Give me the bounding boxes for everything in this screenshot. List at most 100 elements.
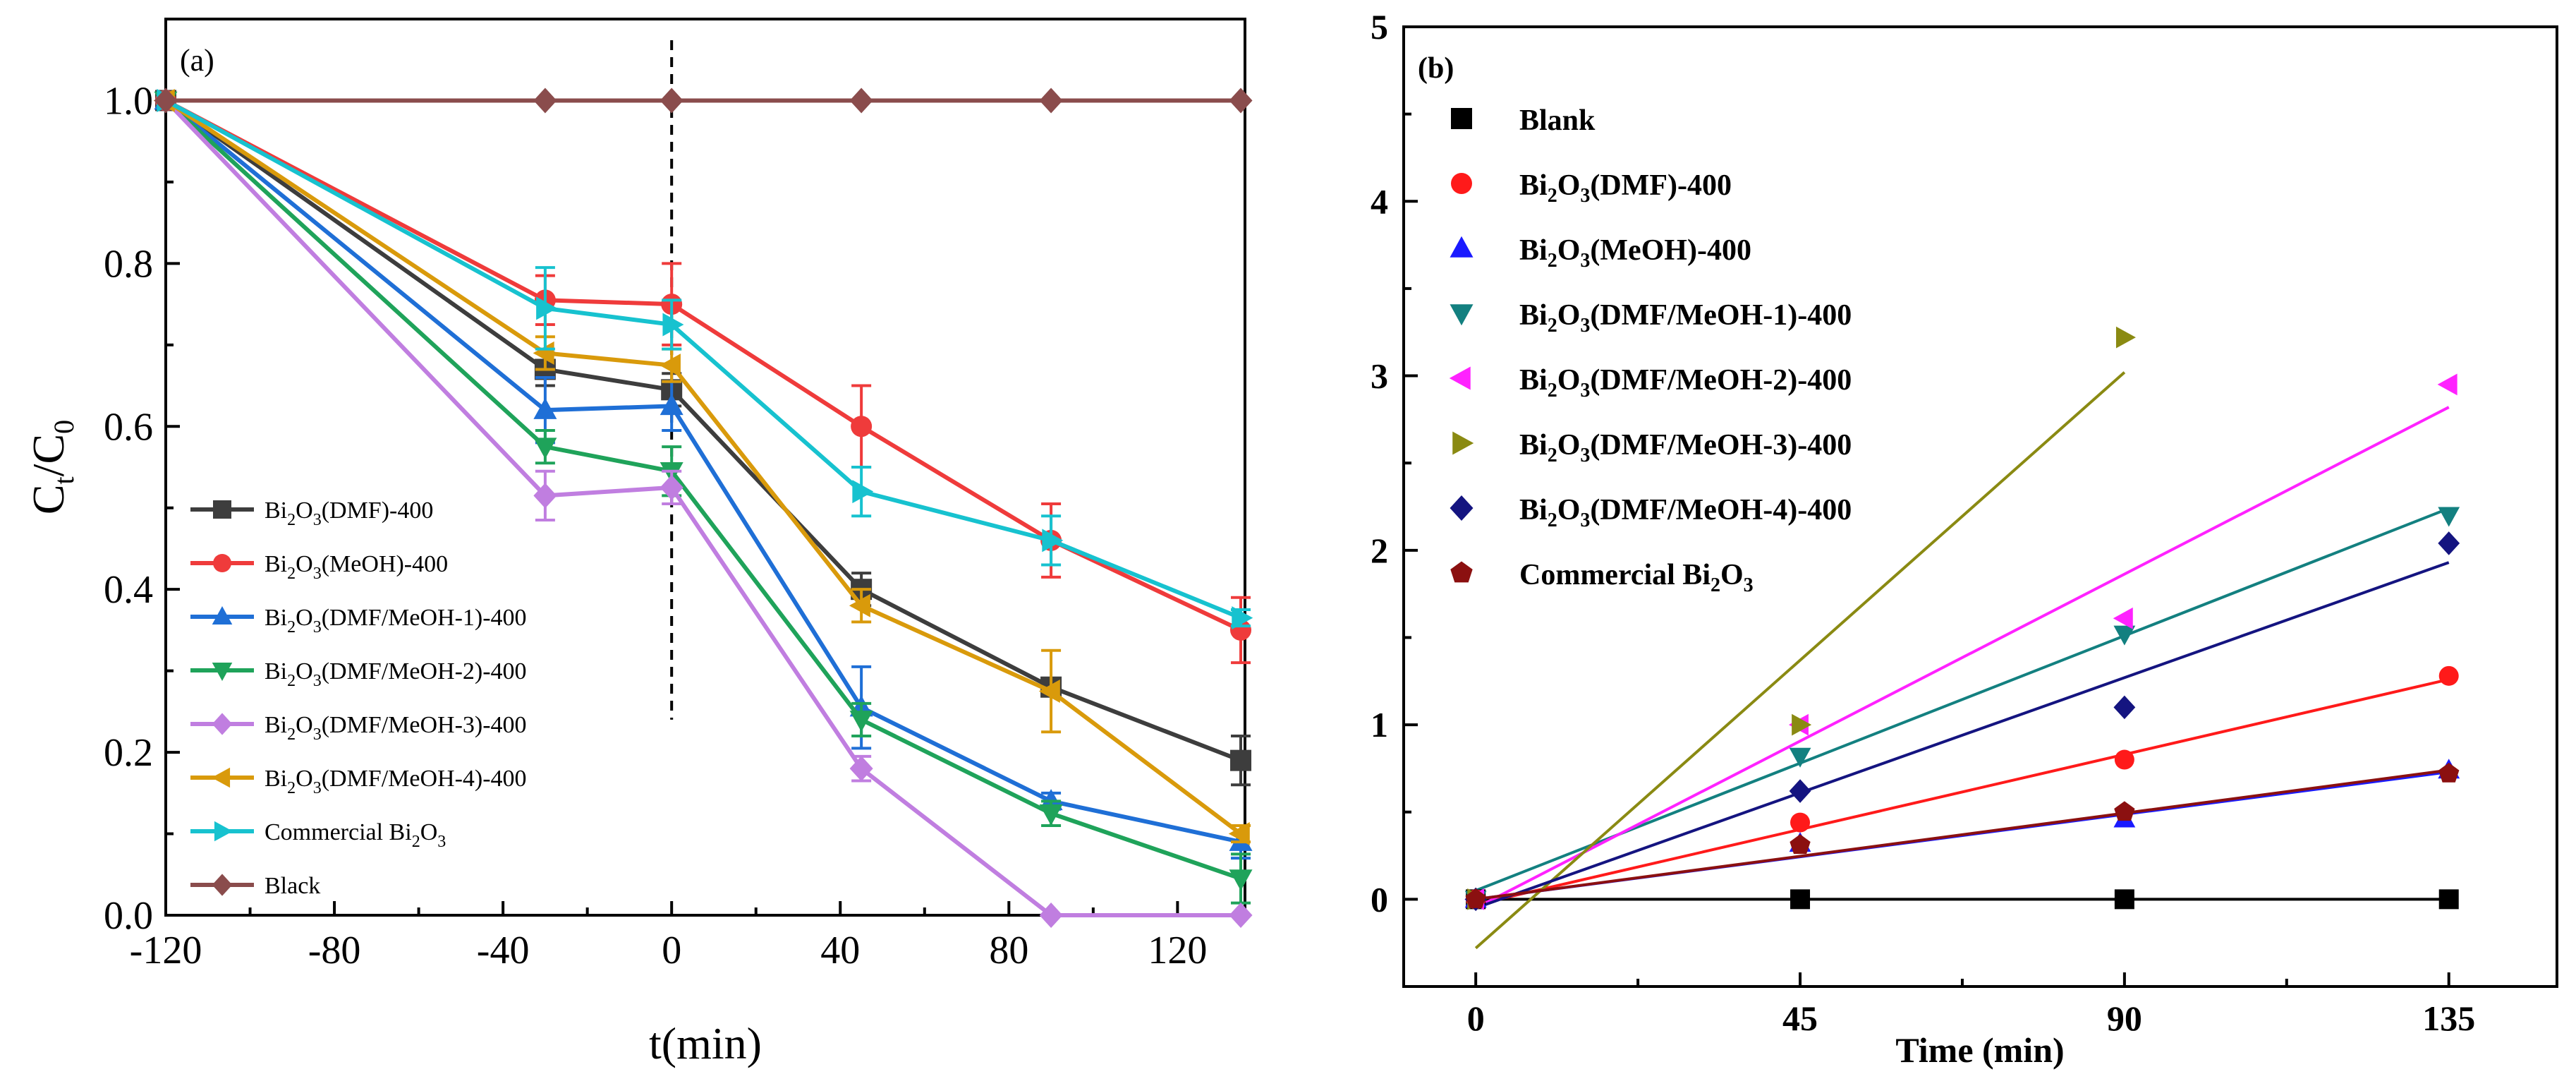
- b-legend-entry: Bi2O3(DMF/MeOH-4)-400: [1450, 494, 1852, 531]
- b-data-point: [2113, 625, 2136, 646]
- b-legend-marker: [1451, 108, 1472, 129]
- a-legend-label: Bi2O3(MeOH)-400: [265, 551, 448, 583]
- b-series-0: [1466, 889, 2459, 910]
- a-legend-entry: Bi2O3(DMF/MeOH-2)-400: [190, 658, 527, 690]
- a-data-point: [849, 711, 873, 732]
- a-data-point: [849, 593, 870, 617]
- b-legend-marker: [1451, 173, 1472, 194]
- b-data-point: [2438, 665, 2459, 686]
- a-data-point: [533, 397, 557, 419]
- a-data-point: [1039, 903, 1063, 928]
- panel-b-x-axis-title: Time (min): [1895, 1030, 2064, 1070]
- a-series-line: [164, 99, 1241, 881]
- b-legend-entry: Bi2O3(MeOH)-400: [1450, 234, 1751, 272]
- a-series-line: [164, 98, 1242, 620]
- a-series-7: [154, 88, 1253, 114]
- b-fit-line-7: [1475, 768, 2449, 901]
- a-data-point: [851, 416, 873, 438]
- a-data-point: [659, 354, 681, 378]
- a-xtick-label: -80: [308, 929, 361, 972]
- b-data-point: [2115, 326, 2136, 349]
- b-legend-entry: Bi2O3(DMF/MeOH-3)-400: [1452, 429, 1852, 466]
- b-legend-label: Commercial Bi2O3: [1519, 559, 1754, 596]
- b-series-7: [1465, 762, 2460, 908]
- a-data-point: [1039, 804, 1063, 826]
- b-fit-line-1: [1475, 677, 2450, 906]
- b-legend-marker: [1450, 236, 1474, 258]
- a-legend-entry: Black: [190, 873, 320, 899]
- b-legend-label: Bi2O3(DMF/MeOH-3)-400: [1519, 429, 1852, 466]
- a-data-point: [1229, 869, 1253, 891]
- a-data-point: [660, 88, 684, 114]
- b-data-point: [2114, 749, 2134, 770]
- b-data-point: [2114, 801, 2135, 821]
- a-data-point: [660, 474, 684, 500]
- panel-a-plot-frame: [164, 18, 1246, 917]
- b-fit-line-5: [1474, 371, 2126, 950]
- a-data-point: [852, 480, 874, 504]
- b-data-point: [1792, 713, 1812, 736]
- b-xtick-label: 0: [1467, 998, 1485, 1038]
- b-data-point: [1790, 889, 1811, 910]
- panel-a-ticks: -120 -80 -40 0 40 80 120 0.0 0.2 0.4 0.6 0.8 1.0: [104, 18, 1207, 972]
- a-series-line: [164, 99, 1241, 917]
- a-ytick-label: 0.8: [104, 242, 153, 286]
- a-xtick-label: -120: [130, 929, 202, 972]
- a-legend-marker: [213, 500, 231, 519]
- a-series-4: [154, 88, 1253, 928]
- a-data-point: [849, 88, 873, 114]
- panel-b-series: [1464, 326, 2460, 912]
- a-data-point: [1229, 88, 1253, 114]
- b-fit-line-3: [1475, 507, 2450, 892]
- panel-a-legend: Bi2O3(DMF)-400 Bi2O3(MeOH)-400 Bi2O3(DMF/M…: [190, 497, 527, 899]
- a-legend-label: Bi2O3(DMF)-400: [265, 497, 433, 529]
- b-data-point: [2437, 373, 2457, 396]
- a-data-point: [849, 756, 873, 782]
- a-data-point: [1039, 88, 1063, 114]
- b-ytick-label: 1: [1371, 705, 1388, 744]
- b-ytick-label: 4: [1371, 181, 1388, 221]
- a-legend-marker: [213, 554, 231, 572]
- b-series-2: [1464, 759, 2460, 908]
- a-legend-entry: Bi2O3(MeOH)-400: [190, 551, 448, 583]
- a-legend-label: Bi2O3(DMF/MeOH-2)-400: [265, 658, 527, 690]
- a-legend-label: Bi2O3(DMF/MeOH-4)-400: [265, 766, 527, 797]
- panel-a-series: [153, 88, 1253, 928]
- ylabel-c: C: [23, 484, 73, 514]
- a-legend-entry: Bi2O3(DMF)-400: [190, 497, 433, 529]
- b-xtick-label: 45: [1782, 998, 1818, 1038]
- a-ytick-label: 0.6: [104, 405, 153, 449]
- b-data-point: [2113, 607, 2133, 629]
- a-data-point: [533, 483, 557, 509]
- b-legend-label: Bi2O3(DMF/MeOH-4)-400: [1519, 494, 1852, 531]
- a-legend-label: Commercial Bi2O3: [265, 819, 446, 851]
- panel-a-x-axis-title: t(min): [649, 1018, 762, 1068]
- b-legend-entry: Bi2O3(DMF)-400: [1451, 169, 1732, 207]
- b-fit-line-6: [1475, 561, 2450, 910]
- panel-a-label: (a): [180, 43, 214, 78]
- b-data-point: [1789, 779, 1811, 803]
- a-data-point: [533, 88, 557, 114]
- b-legend-entry: Bi2O3(DMF/MeOH-1)-400: [1450, 299, 1852, 337]
- a-xtick-label: -40: [477, 929, 530, 972]
- panel-a-line-chart: -120 -80 -40 0 40 80 120 0.0 0.2 0.4 0.6 0.8 1.0 Bi2…: [23, 18, 1253, 1068]
- b-legend-entry: Blank: [1451, 104, 1596, 137]
- a-xtick-label: 40: [820, 929, 860, 972]
- b-legend-label: Bi2O3(DMF/MeOH-1)-400: [1519, 299, 1852, 337]
- b-ytick-label: 3: [1371, 356, 1388, 396]
- a-ytick-label: 1.0: [104, 79, 153, 123]
- a-data-point: [536, 296, 558, 320]
- a-series-line: [164, 99, 1241, 845]
- a-ytick-label: 0.4: [104, 568, 153, 612]
- a-xtick-label: 120: [1148, 929, 1207, 972]
- b-ytick-label: 5: [1371, 7, 1388, 47]
- a-data-point: [1228, 822, 1250, 846]
- ylabel-slash-c: /C: [23, 434, 73, 476]
- b-legend-marker: [1450, 561, 1473, 583]
- a-ytick-label: 0.0: [104, 894, 153, 938]
- a-series-line: [164, 99, 1242, 763]
- a-ytick-label: 0.2: [104, 731, 153, 775]
